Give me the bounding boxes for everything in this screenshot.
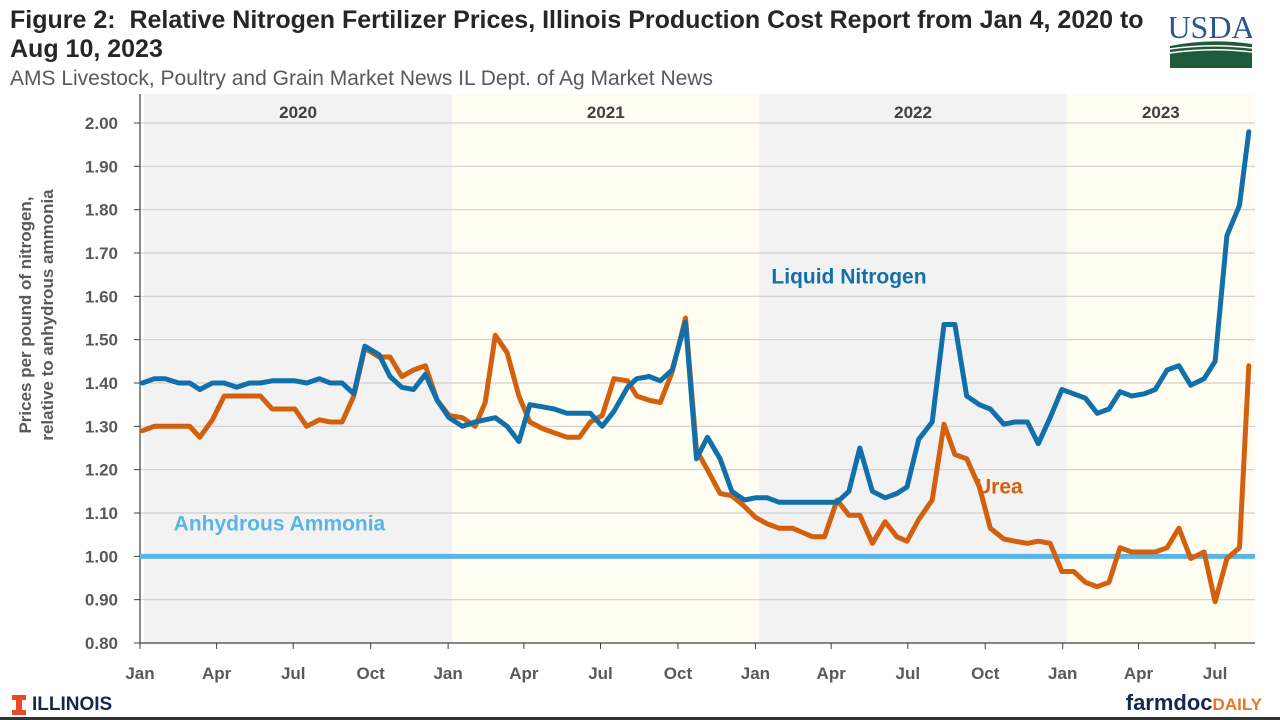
x-tick-label: Oct: [664, 664, 693, 683]
y-tick-label: 0.80: [85, 634, 118, 653]
year-band-2020: [144, 94, 453, 643]
y-tick-label: 1.80: [85, 201, 118, 220]
bottom-divider: [0, 717, 1280, 720]
x-tick-label: Jul: [896, 664, 921, 683]
x-tick-label: Jan: [1048, 664, 1077, 683]
series-label: Anhydrous Ammonia: [174, 512, 386, 535]
year-band-label: 2022: [894, 103, 932, 122]
y-tick-label: 1.70: [85, 244, 118, 263]
y-tick-label: 1.50: [85, 331, 118, 350]
usda-logo: USDA: [1170, 9, 1252, 68]
x-tick-label: Oct: [971, 664, 1000, 683]
x-tick-label: Oct: [357, 664, 386, 683]
year-band-2022: [759, 94, 1067, 643]
x-tick-label: Apr: [202, 664, 232, 683]
y-tick-label: 1.60: [85, 287, 118, 306]
usda-logo-text: USDA: [1170, 9, 1252, 45]
x-tick-label: Apr: [1124, 664, 1154, 683]
x-tick-label: Jan: [741, 664, 770, 683]
illinois-logo: ILLINOIS: [12, 694, 112, 716]
y-tick-label: 1.20: [85, 461, 118, 480]
year-band-label: 2020: [279, 103, 317, 122]
chart-subtitle: AMS Livestock, Poultry and Grain Market …: [10, 67, 713, 90]
y-tick-label: 1.30: [85, 417, 118, 436]
y-tick-label: 1.40: [85, 374, 118, 393]
illinois-logo-text: ILLINOIS: [32, 694, 113, 715]
year-band-label: 2023: [1142, 103, 1180, 122]
x-tick-label: Apr: [509, 664, 539, 683]
x-tick-label: Jul: [281, 664, 306, 683]
farmdoc-daily-logo: farmdocDAILY: [1126, 690, 1262, 716]
farmdoc-logo-main: farmdoc: [1125, 690, 1213, 715]
year-band-label: 2021: [587, 103, 625, 122]
series-label: Liquid Nitrogen: [771, 265, 926, 288]
x-tick-label: Apr: [817, 664, 847, 683]
farmdoc-logo-accent: DAILY: [1212, 695, 1262, 714]
y-tick-label: 1.10: [85, 504, 118, 523]
x-tick-label: Jan: [433, 664, 462, 683]
y-tick-label: 1.00: [85, 547, 118, 566]
year-band-2021: [452, 94, 760, 643]
x-tick-label: Jan: [125, 664, 154, 683]
y-tick-label: 1.90: [85, 157, 118, 176]
x-tick-label: Jul: [1203, 664, 1228, 683]
chart-title: Figure 2: Relative Nitrogen Fertilizer P…: [10, 6, 1150, 63]
series-label: Urea: [976, 476, 1023, 499]
illinois-block-i-icon: [12, 695, 26, 715]
y-tick-label: 0.90: [85, 591, 118, 610]
y-tick-label: 2.00: [85, 114, 118, 133]
x-tick-label: Jul: [588, 664, 613, 683]
